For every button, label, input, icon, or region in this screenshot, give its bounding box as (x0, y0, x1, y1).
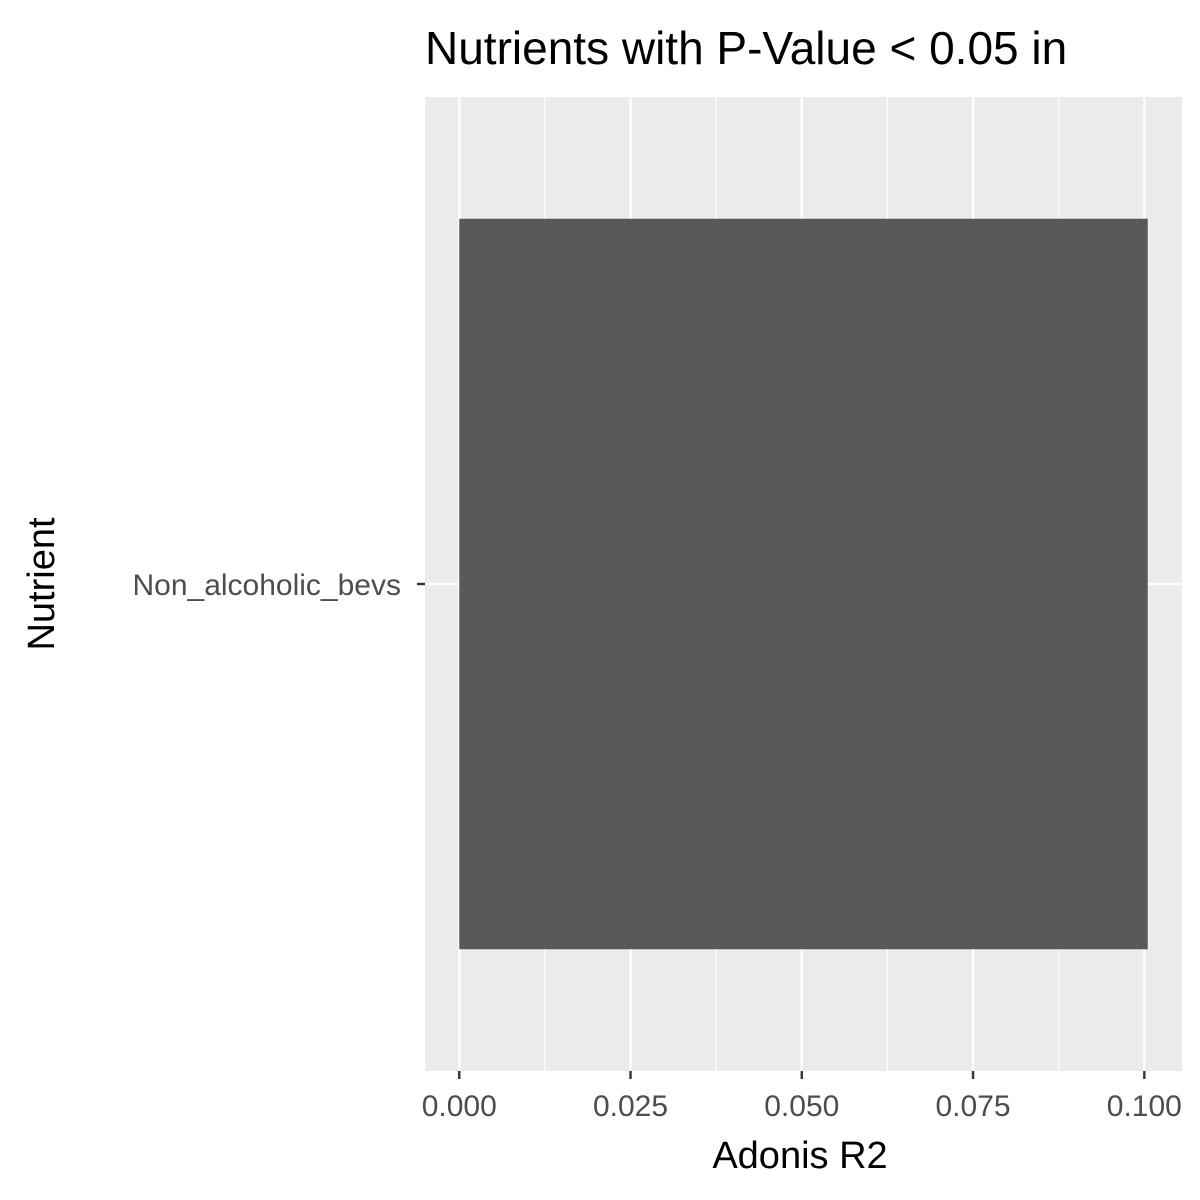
x-tick-label: 0.100 (1107, 1090, 1182, 1123)
x-axis-ticks: 0.000 0.025 0.050 0.075 0.100 (422, 1071, 1182, 1123)
x-tick-label: 0.000 (422, 1090, 497, 1123)
y-axis-ticks: Non_alcoholic_bevs (132, 569, 425, 602)
y-axis-title: Nutrient (21, 517, 63, 650)
x-tick-label: 0.050 (764, 1090, 839, 1123)
y-tick-label: Non_alcoholic_bevs (132, 569, 401, 602)
chart-title: Nutrients with P-Value < 0.05 in (425, 22, 1067, 74)
bar (459, 218, 1148, 950)
x-tick-label: 0.025 (593, 1090, 668, 1123)
x-tick-label: 0.075 (936, 1090, 1011, 1123)
bars (459, 218, 1148, 950)
x-axis-title: Adonis R2 (712, 1135, 887, 1177)
